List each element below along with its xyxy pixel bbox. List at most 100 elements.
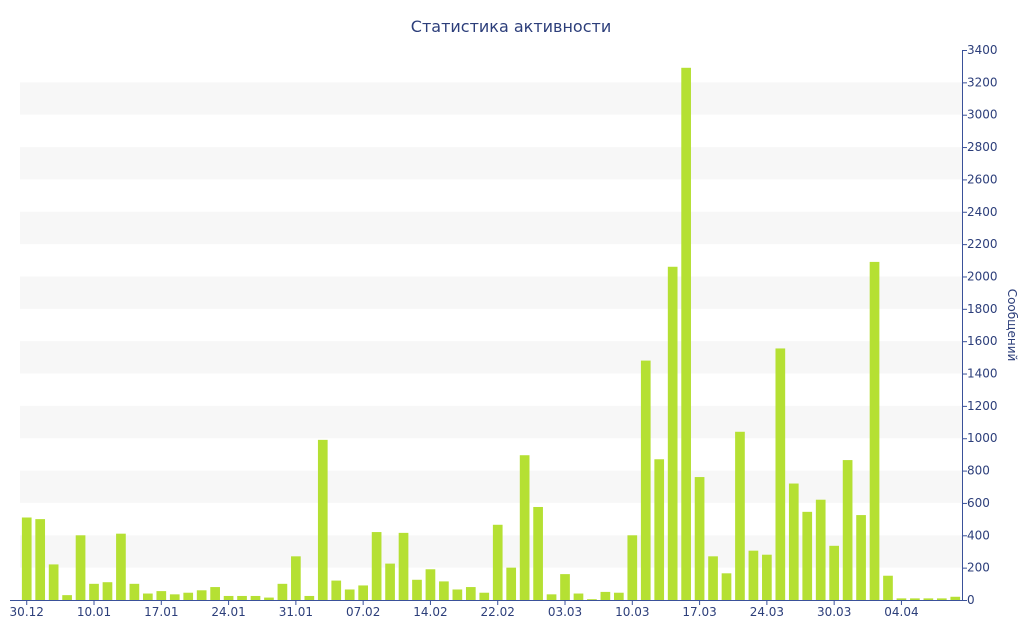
bar bbox=[102, 582, 113, 600]
y-tick-label: 3200 bbox=[967, 75, 998, 89]
bar bbox=[762, 554, 772, 600]
y-tick-label: 200 bbox=[967, 561, 990, 575]
y-tick-label: 2600 bbox=[967, 172, 998, 186]
bar bbox=[923, 598, 934, 600]
y-tick-label: 400 bbox=[967, 528, 990, 542]
bar bbox=[573, 593, 584, 600]
bar bbox=[479, 592, 490, 600]
bar bbox=[950, 596, 961, 600]
x-tick-label: 17.03 bbox=[682, 605, 716, 619]
y-tick-label: 1600 bbox=[967, 334, 998, 348]
bar bbox=[640, 360, 651, 600]
bar bbox=[317, 439, 328, 600]
bar bbox=[371, 532, 382, 600]
bars bbox=[21, 67, 961, 600]
y-tick-label: 0 bbox=[967, 593, 975, 607]
bar bbox=[465, 587, 476, 600]
y-tick-label: 2000 bbox=[967, 269, 998, 283]
grid-band bbox=[20, 341, 962, 374]
x-tick-label: 24.01 bbox=[211, 605, 245, 619]
y-tick-label: 3400 bbox=[967, 43, 998, 57]
y-tick-label: 2200 bbox=[967, 237, 998, 251]
x-tick-label: 10.03 bbox=[615, 605, 649, 619]
y-tick-label: 1800 bbox=[967, 302, 998, 316]
grid-bands bbox=[20, 82, 962, 568]
bar bbox=[89, 583, 99, 600]
bar bbox=[156, 591, 167, 600]
bar bbox=[210, 587, 220, 600]
grid-band bbox=[20, 470, 962, 503]
y-axis-ticks: 0 200 400 600 800 1000 1200 1400 1600 1800 2000 220… bbox=[962, 43, 998, 607]
x-tick-label: 04.04 bbox=[884, 605, 918, 619]
bar bbox=[842, 460, 853, 600]
x-axis-ticks: 30.12 10.01 17.01 24.01 31.01 07.02 14.02 22.02… bbox=[10, 600, 919, 619]
bar bbox=[694, 477, 705, 600]
bar bbox=[748, 550, 759, 600]
y-tick-label: 800 bbox=[967, 464, 990, 478]
y-axis-label: Сообщений bbox=[1005, 289, 1019, 362]
bar bbox=[116, 533, 126, 600]
y-tick-label: 1200 bbox=[967, 399, 998, 413]
bar bbox=[250, 595, 261, 600]
x-tick-label: 07.02 bbox=[346, 605, 380, 619]
bar bbox=[910, 598, 920, 600]
x-tick-label: 03.03 bbox=[548, 605, 582, 619]
bar bbox=[35, 519, 46, 600]
x-tick-label: 24.03 bbox=[750, 605, 784, 619]
grid-band bbox=[20, 405, 962, 439]
bar bbox=[183, 592, 194, 600]
y-tick-label: 1000 bbox=[967, 431, 998, 445]
bar bbox=[21, 517, 32, 600]
bar bbox=[75, 535, 86, 600]
bar bbox=[735, 431, 745, 600]
bar bbox=[304, 595, 315, 600]
axes bbox=[10, 50, 963, 601]
bar bbox=[62, 595, 72, 600]
bar bbox=[856, 515, 866, 600]
bar bbox=[869, 261, 880, 600]
bar bbox=[277, 583, 288, 600]
x-tick-label: 14.02 bbox=[413, 605, 447, 619]
bar bbox=[344, 589, 355, 600]
bar bbox=[412, 579, 422, 600]
bar bbox=[883, 575, 893, 600]
y-tick-label: 2400 bbox=[967, 205, 998, 219]
bar bbox=[196, 590, 207, 600]
bar bbox=[600, 591, 611, 600]
bar bbox=[398, 532, 409, 600]
bar bbox=[936, 598, 947, 600]
bar bbox=[815, 499, 826, 600]
y-tick-label: 1400 bbox=[967, 367, 998, 381]
bar bbox=[654, 459, 665, 600]
bar bbox=[546, 594, 557, 600]
bar bbox=[169, 594, 180, 600]
bar bbox=[667, 266, 678, 600]
bar bbox=[358, 585, 369, 600]
bar bbox=[385, 563, 395, 600]
chart-title: Статистика активности bbox=[411, 17, 611, 36]
y-tick-label: 3000 bbox=[967, 108, 998, 122]
bar bbox=[492, 524, 503, 600]
bar bbox=[775, 348, 786, 600]
x-tick-label: 31.01 bbox=[279, 605, 313, 619]
grid-band bbox=[20, 82, 962, 115]
bar bbox=[560, 574, 570, 600]
bar bbox=[129, 583, 140, 600]
grid-band bbox=[20, 276, 962, 309]
bar bbox=[681, 67, 691, 600]
bar bbox=[533, 506, 543, 600]
bar bbox=[223, 595, 234, 600]
y-tick-label: 2800 bbox=[967, 140, 998, 154]
bar bbox=[708, 556, 718, 600]
bar bbox=[802, 511, 813, 600]
bar bbox=[452, 589, 463, 600]
bar bbox=[788, 483, 799, 600]
bar bbox=[264, 597, 274, 600]
bar bbox=[587, 599, 597, 600]
x-tick-label: 30.12 bbox=[10, 605, 44, 619]
bar bbox=[331, 580, 342, 600]
bar bbox=[506, 567, 517, 600]
bar bbox=[519, 455, 530, 600]
bar bbox=[237, 595, 247, 600]
